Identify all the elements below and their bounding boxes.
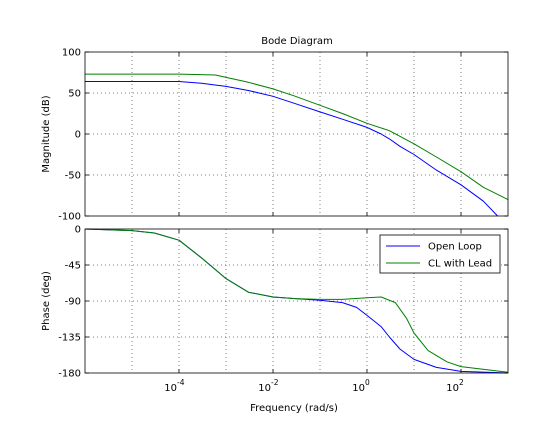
magnitude-y-ticks: 100 50 0 -50 -100 bbox=[58, 48, 508, 223]
phase-ytick-label: 0 bbox=[75, 225, 81, 236]
x-tick-label-base: 10 bbox=[258, 383, 271, 394]
magnitude-ytick-label: -50 bbox=[65, 171, 81, 182]
magnitude-ytick-label: 100 bbox=[62, 48, 81, 59]
magnitude-ytick-label: -100 bbox=[58, 212, 81, 223]
x-tick-label: 100 bbox=[352, 378, 370, 394]
x-tick-label: 10-4 bbox=[164, 378, 184, 394]
magnitude-series-cl-with-lead bbox=[85, 73, 509, 201]
x-tick-label-base: 10 bbox=[446, 383, 459, 394]
phase-series bbox=[84, 228, 509, 374]
x-tick-label-exponent: 0 bbox=[365, 378, 370, 387]
x-tick-label-exponent: 2 bbox=[459, 378, 464, 387]
legend-label-open-loop: Open Loop bbox=[428, 242, 482, 253]
phase-ytick-label: -180 bbox=[58, 369, 81, 380]
legend-label-cl-with-lead: CL with Lead bbox=[428, 259, 492, 270]
x-axis-label: Frequency (rad/s) bbox=[250, 403, 338, 414]
x-tick-label-exponent: -2 bbox=[271, 378, 279, 387]
magnitude-grid bbox=[85, 52, 508, 216]
chart-title: Bode Diagram bbox=[261, 36, 333, 47]
x-tick-label-base: 10 bbox=[352, 383, 365, 394]
phase-ytick-label: -90 bbox=[65, 297, 81, 308]
phase-ytick-label: -135 bbox=[58, 333, 81, 344]
phase-series-cl-with-lead bbox=[84, 228, 509, 373]
x-tick-label-base: 10 bbox=[164, 383, 177, 394]
phase-ytick-label: -45 bbox=[65, 261, 81, 272]
x-tick-label: 10-2 bbox=[258, 378, 278, 394]
magnitude-axis-label: Magnitude (dB) bbox=[41, 95, 52, 172]
magnitude-series-open-loop bbox=[85, 81, 498, 217]
phase-y-ticks: 0 -45 -90 -135 -180 bbox=[58, 225, 508, 380]
magnitude-ytick-label: 0 bbox=[75, 130, 81, 141]
legend-box bbox=[379, 234, 501, 274]
x-tick-label-exponent: -4 bbox=[177, 378, 185, 387]
phase-axis-label: Phase (deg) bbox=[41, 271, 52, 331]
magnitude-ytick-label: 50 bbox=[68, 89, 81, 100]
magnitude-series bbox=[85, 73, 509, 217]
x-tick-label: 102 bbox=[446, 378, 464, 394]
legend: Open Loop CL with Lead bbox=[379, 234, 501, 274]
